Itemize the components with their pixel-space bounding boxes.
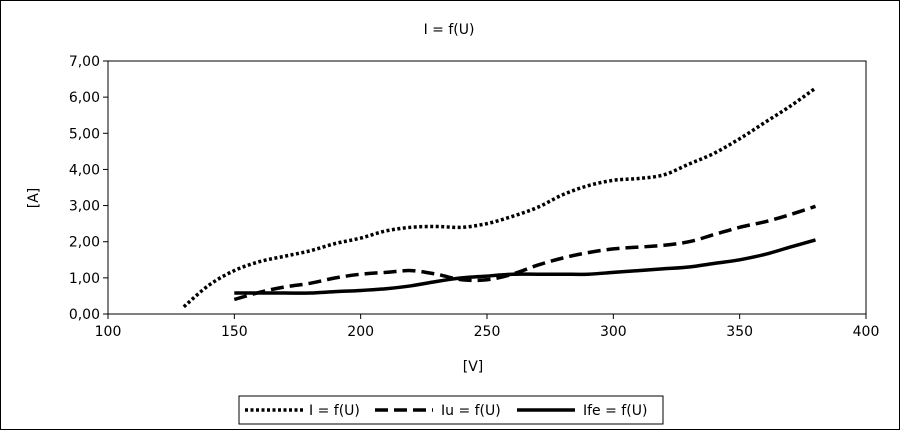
x-tick-label: 250 [474, 324, 501, 340]
legend: I = f(U) Iu = f(U) Ife = f(U) [238, 395, 664, 425]
legend-label-3: Ife = f(U) [583, 403, 647, 419]
x-tick-label: 200 [347, 324, 374, 340]
x-tick-label: 350 [726, 324, 753, 340]
x-tick-label: 100 [95, 324, 122, 340]
y-tick-label: 5,00 [69, 126, 100, 142]
y-tick-label: 1,00 [69, 271, 100, 287]
y-tick-label: 3,00 [69, 199, 100, 215]
legend-box [238, 395, 664, 425]
y-tick-label: 4,00 [69, 162, 100, 178]
series-line-2 [233, 204, 817, 302]
chart-title: I = f(U) [424, 22, 475, 38]
y-tick-label: 6,00 [69, 90, 100, 106]
x-axis: 100 150 200 250 300 350 400 [95, 314, 880, 340]
legend-label-2: Iu = f(U) [441, 403, 501, 419]
x-axis-label: [V] [463, 359, 484, 375]
series-line-1 [182, 86, 817, 309]
series-lines [182, 86, 817, 309]
y-tick-label: 7,00 [69, 54, 100, 70]
x-tick-label: 300 [600, 324, 627, 340]
y-axis: 0,00 1,00 2,00 3,00 4,00 5,00 6,00 7,00 [69, 54, 108, 323]
y-axis-label: [A] [26, 188, 42, 209]
legend-label-1: I = f(U) [309, 403, 360, 419]
x-tick-label: 400 [853, 324, 880, 340]
y-tick-label: 2,00 [69, 235, 100, 251]
series-line-3 [234, 238, 816, 295]
y-tick-label: 0,00 [69, 307, 100, 323]
x-tick-label: 150 [221, 324, 248, 340]
